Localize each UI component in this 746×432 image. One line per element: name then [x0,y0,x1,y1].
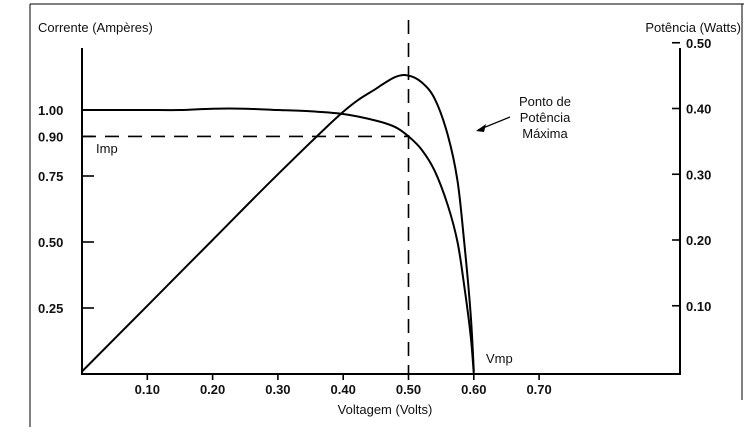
x-tick-label: 0.50 [396,382,421,397]
power-curve [81,74,475,373]
y-left-tick-label: 0.90 [38,129,63,144]
x-tick-label: 0.10 [135,382,160,397]
y-right-tick-label: 0.30 [686,167,711,182]
plot-axes [81,48,681,375]
vmp-label: Vmp [486,351,513,366]
x-tick-label: 0.70 [526,382,551,397]
x-tick-label: 0.60 [461,382,486,397]
imp-label: Imp [96,141,118,156]
y-left-axis-title: Corrente (Ampères) [38,20,153,35]
y-left-tick-group: 1.00 0.90 0.75 0.50 0.25 [38,103,94,316]
x-tick-label: 0.20 [200,382,225,397]
y-left-tick-label: 0.75 [38,169,63,184]
y-right-tick-label: 0.10 [686,299,711,314]
x-tick-label: 0.40 [331,382,356,397]
current-curve [82,107,475,375]
y-left-tick-label: 1.00 [38,103,63,118]
y-left-tick-label: 0.25 [38,301,63,316]
y-right-tick-label: 0.50 [686,36,711,51]
x-axis-title: Voltagem (Volts) [338,402,433,417]
mpp-arrow [476,116,511,132]
y-right-tick-label: 0.20 [686,233,711,248]
mpp-label-line-3: Máxima [522,126,568,141]
y-right-tick-label: 0.40 [686,102,711,117]
mpp-label-line-2: Potência [520,110,571,125]
x-tick-label: 0.30 [265,382,290,397]
x-tick-group: 0.10 0.20 0.30 0.40 0.50 0.60 0.70 [135,374,552,397]
mpp-label-line-1: Ponto de [519,94,571,109]
y-right-tick-group: 0.50 0.40 0.30 0.20 0.10 [672,36,711,314]
y-right-axis-title: Potência (Watts) [645,20,741,35]
y-left-tick-label: 0.50 [38,235,63,250]
